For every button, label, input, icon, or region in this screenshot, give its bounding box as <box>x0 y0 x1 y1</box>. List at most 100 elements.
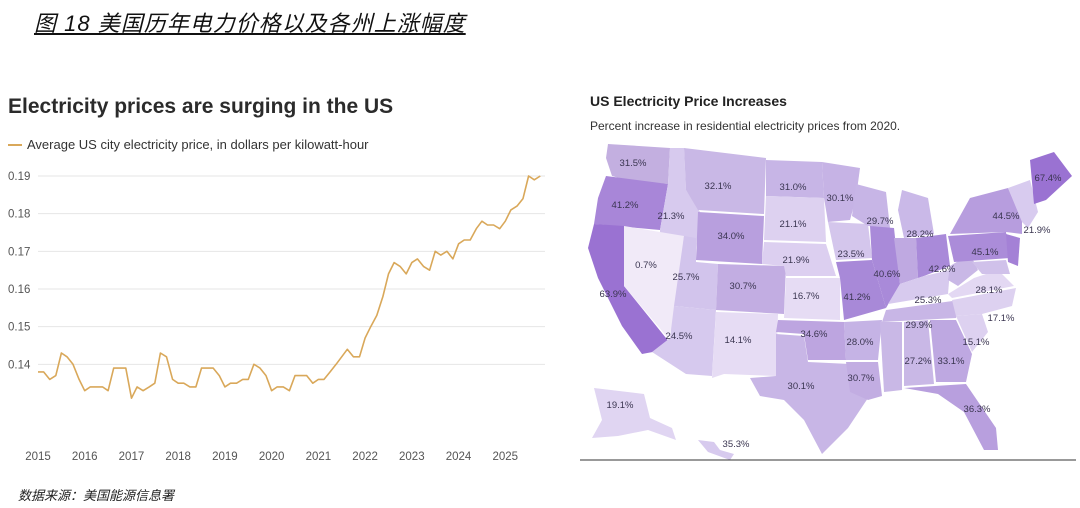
state-fl <box>904 384 998 450</box>
map-label-or: 41.2% <box>612 200 639 211</box>
state-al <box>904 320 934 386</box>
y-tick-label: 0.17 <box>8 246 30 258</box>
state-new-england <box>1008 180 1038 228</box>
map-title: US Electricity Price Increases <box>590 93 787 109</box>
state-ak <box>592 388 676 440</box>
map-label-wa: 31.5% <box>620 158 647 169</box>
state-ar <box>844 320 882 360</box>
map-label-nv: 0.7% <box>635 260 657 271</box>
state-co <box>716 264 786 314</box>
map-label-ut: 25.7% <box>673 272 700 283</box>
state-ms <box>880 322 902 392</box>
map-label-ar: 28.0% <box>847 337 874 348</box>
state-mo <box>836 260 886 320</box>
map-label-mn: 30.1% <box>827 193 854 204</box>
x-tick-label: 2021 <box>306 451 332 463</box>
figure-title: 图 18 美国历年电力价格以及各州上涨幅度 <box>34 11 466 36</box>
map-label-tx: 30.1% <box>788 381 815 392</box>
map-label-nd: 31.0% <box>780 182 807 193</box>
x-tick-label: 2018 <box>165 451 191 463</box>
state-hi <box>698 440 734 460</box>
state-ny <box>950 188 1022 234</box>
state-wi <box>852 184 890 228</box>
x-tick-label: 2020 <box>259 451 285 463</box>
map-label-wy: 34.0% <box>718 231 745 242</box>
state-md <box>972 260 1010 274</box>
state-nv <box>624 226 684 338</box>
state-nj <box>1006 234 1020 266</box>
state-or <box>594 176 668 230</box>
map-label-pa: 45.1% <box>972 247 999 258</box>
state-ks <box>784 278 840 320</box>
state-ga <box>930 320 972 382</box>
state-va <box>948 270 1014 298</box>
map-label-mt: 32.1% <box>705 181 732 192</box>
state-az <box>652 306 716 376</box>
state-pa <box>948 232 1010 262</box>
us-map: 31.5% 41.2% 21.3% 32.1% 31.0% 30.1% 34.0… <box>580 144 1076 461</box>
x-tick-label: 2016 <box>72 451 98 463</box>
map-label-ne: 21.9% <box>783 255 810 266</box>
map-label-ny: 44.5% <box>993 211 1020 222</box>
state-tx <box>750 334 868 454</box>
map-label-me: 67.4% <box>1035 173 1062 184</box>
map-label-fl: 36.3% <box>964 404 991 415</box>
map-labels: 31.5% 41.2% 21.3% 32.1% 31.0% 30.1% 34.0… <box>600 158 1062 450</box>
state-sc <box>956 314 988 352</box>
map-label-ok: 34.6% <box>801 329 828 340</box>
map-label-ga: 33.1% <box>938 356 965 367</box>
x-tick-label: 2022 <box>352 451 378 463</box>
map-label-nc: 15.1% <box>963 337 990 348</box>
y-tick-label: 0.19 <box>8 171 30 183</box>
map-subtitle: Percent increase in residential electric… <box>590 119 901 133</box>
x-tick-label: 2015 <box>25 451 51 463</box>
state-ca <box>588 224 674 354</box>
map-label-ms: 27.2% <box>905 356 932 367</box>
map-label-va: 17.1% <box>988 313 1015 324</box>
price-line <box>38 175 541 399</box>
line-chart: 0.19 0.18 0.17 0.16 0.15 0.14 2015 2016 2017 2018… <box>8 171 545 463</box>
state-ia <box>828 222 872 260</box>
state-ne <box>762 242 836 276</box>
source-note: 数据来源：美国能源信息署 <box>18 488 175 503</box>
x-tick-label: 2024 <box>446 451 472 463</box>
map-label-id: 21.3% <box>658 211 685 222</box>
x-tick-label: 2025 <box>492 451 518 463</box>
map-label-ks: 16.7% <box>793 291 820 302</box>
state-nd <box>766 160 824 198</box>
y-tick-label: 0.18 <box>8 209 30 221</box>
map-label-md: 28.1% <box>976 285 1003 296</box>
map-label-ma: 21.9% <box>1024 225 1051 236</box>
state-ky <box>888 270 950 304</box>
state-mt <box>684 148 766 214</box>
map-label-hi: 35.3% <box>723 439 750 450</box>
line-chart-title: Electricity prices are surging in the US <box>8 95 394 118</box>
map-label-co: 30.7% <box>730 281 757 292</box>
state-oh <box>916 234 950 278</box>
state-il <box>870 226 900 308</box>
map-label-ca: 63.9% <box>600 289 627 300</box>
map-label-la: 30.7% <box>848 373 875 384</box>
map-label-ak: 19.1% <box>607 400 634 411</box>
map-label-nm: 14.1% <box>725 335 752 346</box>
state-wv <box>948 254 978 286</box>
line-chart-legend: Average US city electricity price, in do… <box>8 137 369 152</box>
map-states <box>588 144 1072 460</box>
state-nc <box>952 288 1016 316</box>
state-mi <box>898 190 934 238</box>
state-ut <box>674 236 718 310</box>
x-tick-label: 2019 <box>212 451 238 463</box>
x-tick-label: 2023 <box>399 451 425 463</box>
y-tick-label: 0.16 <box>8 284 30 296</box>
state-ok <box>776 320 846 360</box>
map-label-il: 40.6% <box>874 269 901 280</box>
state-me <box>1030 152 1072 204</box>
map-label-tn: 29.9% <box>906 320 933 331</box>
y-tick-label: 0.14 <box>8 359 31 371</box>
state-wa <box>606 144 670 184</box>
state-in <box>894 238 918 284</box>
state-la <box>846 362 882 400</box>
legend-label: Average US city electricity price, in do… <box>27 137 369 152</box>
map-label-wi: 29.7% <box>867 216 894 227</box>
legend-swatch <box>8 143 22 146</box>
